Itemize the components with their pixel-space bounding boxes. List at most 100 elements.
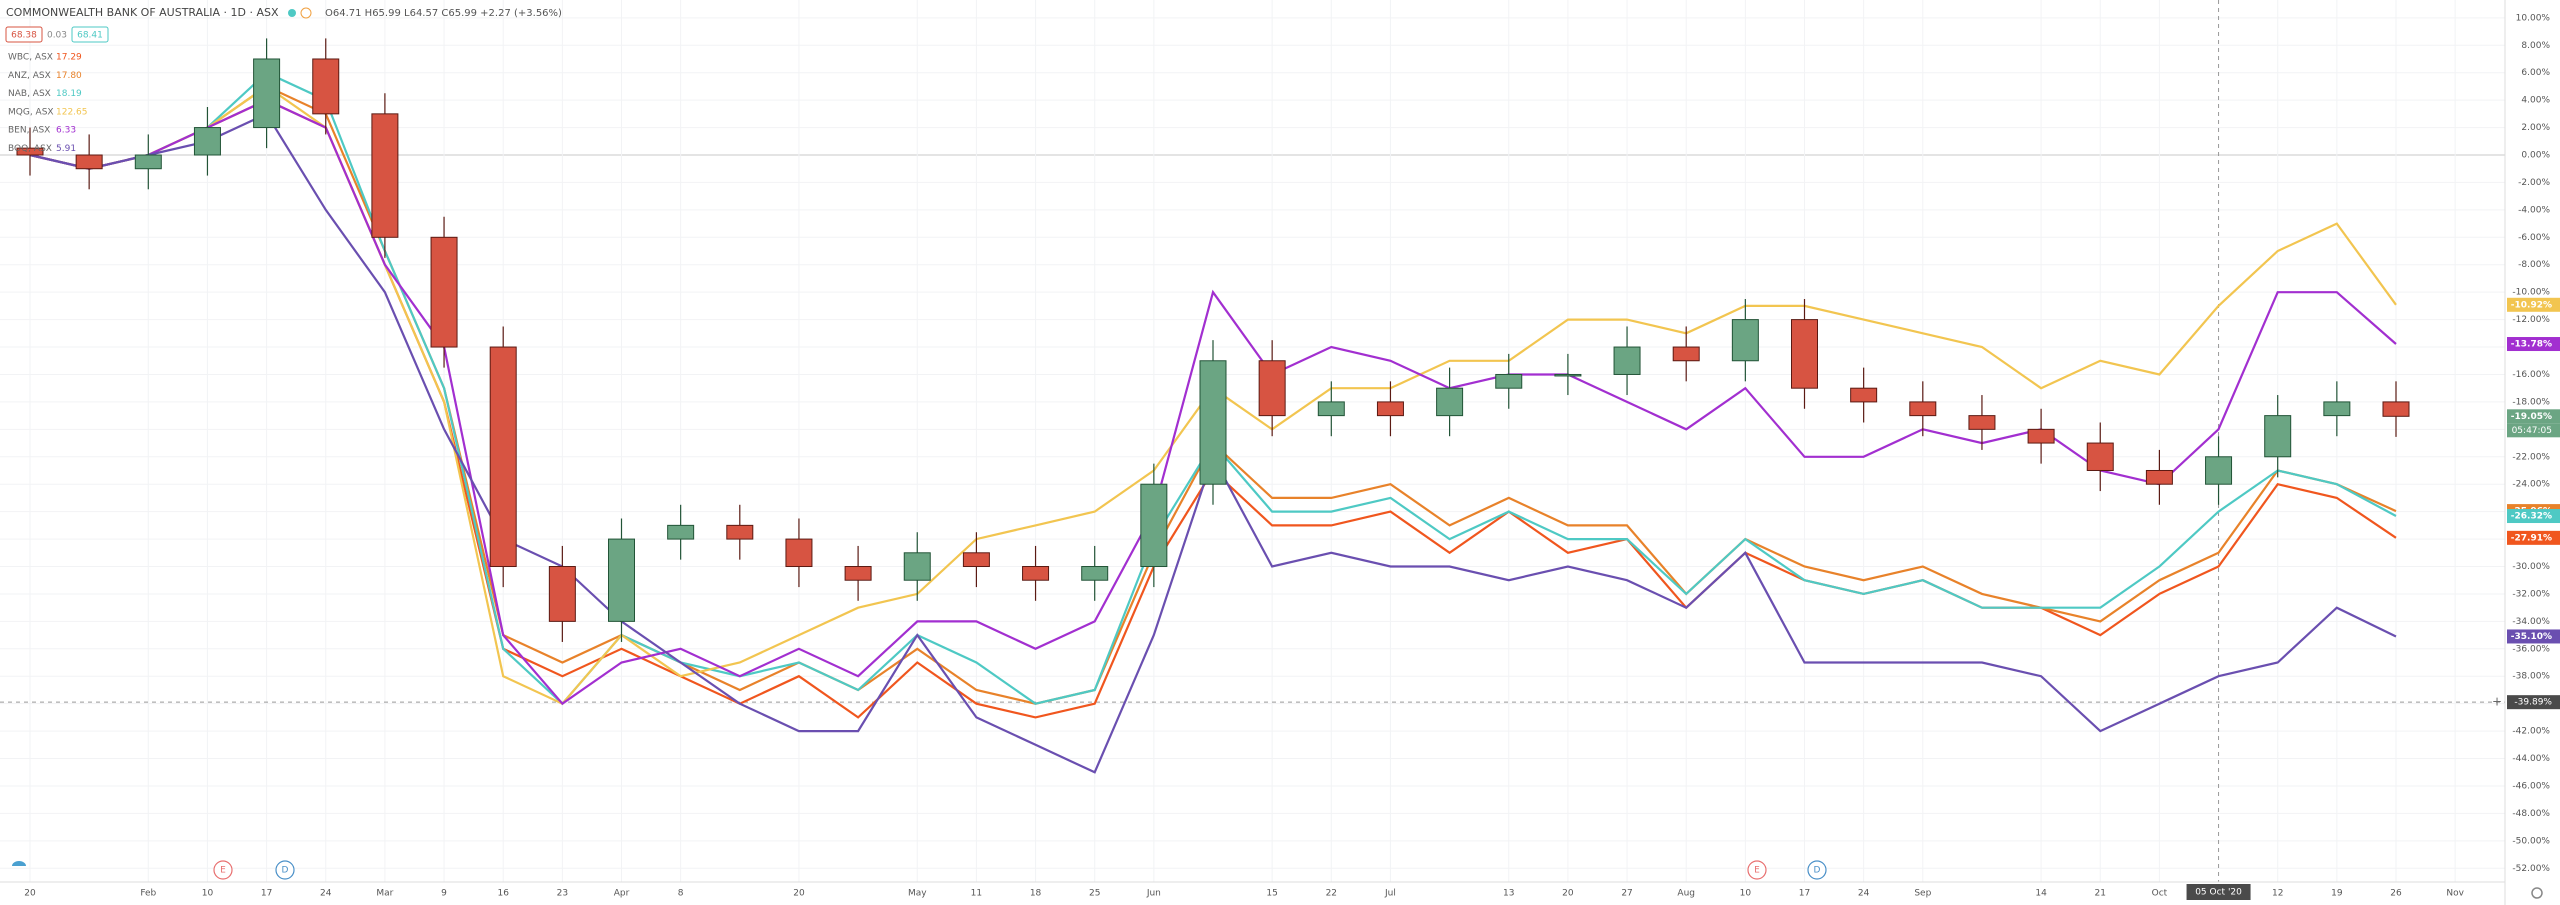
series-last-label: -26.32% — [2511, 512, 2552, 522]
candle — [1376, 381, 1404, 437]
x-tick-label: 24 — [320, 889, 332, 899]
event-marker — [1807, 860, 1827, 880]
plot-area — [0, 0, 2505, 882]
x-tick-label: Jun — [1146, 889, 1161, 899]
y-tick-label: -44.00% — [2512, 754, 2550, 764]
y-tick-label: -48.00% — [2512, 809, 2550, 819]
x-tick-label: 21 — [2095, 889, 2106, 899]
candle-body — [1672, 346, 1700, 362]
x-tick-label: Aug — [1677, 889, 1695, 899]
candle-body — [1258, 360, 1286, 417]
y-tick-label: -24.00% — [2512, 480, 2550, 490]
crosshair-x-label-bg — [2186, 884, 2251, 900]
candle — [1731, 299, 1759, 382]
x-tick-label: 20 — [793, 889, 805, 899]
candle — [2027, 408, 2055, 464]
y-tick-label: -42.00% — [2512, 727, 2550, 737]
candle-body — [1909, 401, 1937, 417]
x-tick-label: Oct — [2152, 889, 2168, 899]
countdown: 05:47:05 — [2512, 426, 2552, 436]
x-tick-label: 16 — [497, 889, 509, 899]
y-tick-label: 0.00% — [2521, 151, 2550, 161]
candle — [193, 106, 221, 176]
candle-body — [667, 524, 695, 540]
x-tick-label: 24 — [1858, 889, 1870, 899]
event-marker — [1747, 860, 1767, 880]
event-label: E — [220, 866, 226, 876]
candle — [253, 38, 281, 149]
candle — [1495, 353, 1523, 409]
series-last-label-bg — [2507, 297, 2560, 312]
y-tick-label: -10.00% — [2512, 288, 2550, 298]
crosshair-x-label: 05 Oct '20 — [2195, 888, 2242, 898]
legend-value: 18.19 — [56, 89, 82, 99]
x-tick-label: 19 — [2331, 889, 2343, 899]
candle-body — [962, 552, 990, 568]
price-box — [71, 26, 109, 43]
candle-body — [2027, 428, 2055, 444]
series-last-label-bg — [2507, 337, 2560, 352]
legend-name: BEN, ASX — [8, 126, 50, 136]
candle — [2086, 422, 2114, 492]
x-tick-label: 20 — [1562, 889, 1574, 899]
candle — [1791, 299, 1818, 409]
x-tick-label: 26 — [2390, 889, 2402, 899]
candle-body — [2323, 401, 2351, 417]
legend-value: 17.29 — [56, 53, 82, 63]
y-tick-label: -8.00% — [2518, 260, 2550, 270]
legend-name: WBC, ASX — [8, 53, 53, 63]
candle-body — [1436, 387, 1464, 417]
candle-body — [489, 346, 517, 568]
candle — [2145, 449, 2173, 505]
y-tick-label: -4.00% — [2518, 205, 2550, 215]
status-dot — [300, 7, 312, 19]
candle — [489, 326, 517, 588]
candle — [1258, 340, 1286, 437]
series-last-label: -27.91% — [2511, 533, 2552, 543]
candle-body — [548, 566, 576, 622]
candle — [2323, 381, 2351, 437]
series-last-label: -35.10% — [2511, 632, 2552, 642]
price-axis — [2505, 0, 2560, 905]
candle-body — [1554, 373, 1582, 377]
candle — [1140, 463, 1168, 588]
candle-body — [253, 58, 281, 129]
candle-body — [371, 113, 399, 238]
x-tick-label: 14 — [2035, 889, 2047, 899]
candle-body — [1495, 373, 1523, 389]
cba-last-label-bg — [2507, 409, 2560, 424]
x-tick-label: 13 — [1503, 889, 1514, 899]
legend-name: ANZ, ASX — [8, 71, 51, 81]
candle-body — [312, 58, 340, 115]
x-tick-label: 22 — [1326, 889, 1337, 899]
legend-value: 6.33 — [56, 126, 76, 136]
settings-icon[interactable] — [2531, 887, 2543, 899]
legend-name: BOQ, ASX — [8, 144, 52, 154]
ohlc-text: O64.71 H65.99 L64.57 C65.99 +2.27 (+3.56… — [325, 8, 562, 19]
candle-body — [2205, 456, 2233, 485]
legend-name: MQG, ASX — [8, 107, 54, 117]
event-marker — [213, 860, 233, 880]
candle-body — [785, 538, 813, 568]
legend-value: 122.65 — [56, 107, 88, 117]
y-tick-label: -2.00% — [2518, 178, 2550, 188]
candle — [75, 134, 103, 190]
candle-body — [134, 154, 162, 170]
candle — [785, 518, 813, 588]
y-tick-label: -46.00% — [2512, 781, 2550, 791]
event-marker — [275, 860, 295, 880]
x-tick-label: 8 — [678, 889, 684, 899]
candle-body — [1081, 566, 1109, 581]
y-tick-label: 6.00% — [2521, 68, 2550, 78]
price-box-text: 68.41 — [77, 31, 103, 41]
y-tick-label: 2.00% — [2521, 123, 2550, 133]
y-tick-label: -32.00% — [2512, 589, 2550, 599]
y-tick-label: -22.00% — [2512, 452, 2550, 462]
candle-body — [608, 538, 635, 622]
y-tick-label: -36.00% — [2512, 644, 2550, 654]
candle — [1081, 545, 1109, 601]
legend-name: NAB, ASX — [8, 89, 51, 99]
candle-body — [75, 154, 103, 170]
crosshair-plus: + — [2492, 695, 2502, 709]
x-tick-label: 11 — [971, 889, 982, 899]
